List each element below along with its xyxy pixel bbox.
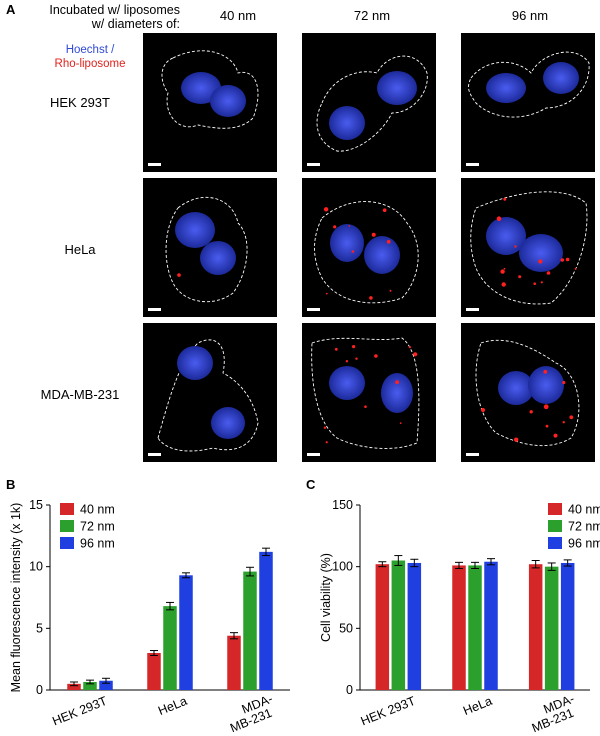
chart-b: B 0 5 10 15 Mean fluorescence intensity (x 1k… — [6, 477, 290, 736]
bar-40nm-3 — [528, 564, 543, 690]
bar-96nm-3 — [560, 562, 575, 690]
header-line-2: w/ diameters of: — [91, 17, 180, 31]
x-tick-label: MDA-MB-231 — [223, 692, 279, 736]
legend-label: 40 nm — [568, 503, 600, 517]
bar-72nm-3 — [243, 571, 257, 690]
legend-swatch — [60, 537, 74, 549]
legend-swatch — [548, 503, 562, 515]
bar-40nm-2 — [452, 565, 466, 690]
panel-a-header: Incubated w/ liposomes w/ diameters of: — [20, 3, 180, 31]
header-line-1: Incubated w/ liposomes — [49, 3, 180, 17]
x-tick-label-line: HEK 293T — [359, 694, 418, 729]
scale-bar — [148, 163, 161, 166]
y-tick-label: 0 — [346, 683, 353, 697]
micrograph-r2-c2 — [302, 178, 436, 317]
panel-letter: B — [6, 477, 15, 492]
micrograph-r1-c1 — [143, 33, 277, 172]
scale-bar — [466, 163, 479, 166]
bar-96nm-3 — [259, 551, 273, 690]
x-tick-label: HeLa — [156, 694, 189, 718]
bar-40nm-3 — [227, 635, 241, 690]
legend-swatch — [548, 537, 562, 549]
legend-label: 72 nm — [80, 520, 115, 534]
chart-c: C 0 50 100 150 Cell viability (%) HEK 293T HeLa… — [306, 477, 600, 736]
x-tick-label-line: HEK 293T — [50, 694, 109, 729]
scale-bar — [466, 308, 479, 311]
y-tick-label: 10 — [29, 560, 43, 574]
bar-72nm-1 — [391, 560, 406, 690]
micrograph-r3-c2 — [302, 323, 436, 462]
y-tick-label: 150 — [332, 498, 353, 512]
stain-legend: Hoechst / Rho-liposome — [25, 40, 155, 70]
scale-bar — [307, 163, 320, 166]
micrograph-r2-c1 — [143, 178, 277, 317]
bar-72nm-3 — [544, 566, 559, 690]
micrograph-r1-c2 — [302, 33, 436, 172]
stain-rho-liposome: Rho-liposome — [54, 58, 126, 70]
micrograph-r3-c1 — [143, 323, 277, 462]
panel-letter: C — [306, 477, 316, 492]
row-label-hek293t: HEK 293T — [50, 95, 110, 110]
x-tick-label-line: HeLa — [461, 694, 494, 718]
micrograph-r2-c3 — [461, 178, 595, 317]
bar-40nm-1 — [375, 564, 390, 690]
legend-label: 96 nm — [80, 537, 115, 551]
bar-72nm-1 — [83, 681, 97, 690]
legend-label: 72 nm — [568, 520, 600, 534]
panel-a-letter: A — [6, 2, 16, 17]
y-tick-label: 100 — [332, 560, 353, 574]
x-tick-label: HEK 293T — [359, 694, 418, 729]
bar-72nm-2 — [163, 606, 177, 690]
x-tick-label-line: HeLa — [156, 694, 189, 718]
x-tick-label: HeLa — [461, 694, 494, 718]
bar-96nm-2 — [179, 575, 193, 690]
micrograph-r1-c3 — [461, 33, 595, 172]
legend-swatch — [548, 520, 562, 532]
x-tick-label: HEK 293T — [50, 694, 109, 729]
bar-96nm-1 — [407, 562, 422, 690]
bar-96nm-2 — [484, 561, 498, 690]
scale-bar — [148, 453, 161, 456]
y-axis-label: Mean fluorescence intensity (x 1k) — [9, 503, 23, 693]
bar-40nm-2 — [147, 653, 161, 690]
y-tick-label: 50 — [339, 621, 353, 635]
column-header-72nm: 72 nm — [353, 8, 391, 23]
bar-40nm-1 — [67, 683, 81, 690]
column-header-40nm: 40 nm — [219, 8, 257, 23]
y-tick-label: 0 — [36, 683, 43, 697]
x-tick-label: MDA-MB-231 — [525, 692, 581, 736]
bar-72nm-2 — [468, 565, 482, 690]
scale-bar — [148, 308, 161, 311]
scale-bar — [466, 453, 479, 456]
legend-swatch — [60, 503, 74, 515]
y-tick-label: 15 — [29, 498, 43, 512]
scale-bar — [307, 308, 320, 311]
legend-swatch — [60, 520, 74, 532]
stain-hoechst: Hoechst — [65, 44, 108, 56]
y-tick-label: 5 — [36, 621, 43, 635]
column-header-96nm: 96 nm — [511, 8, 549, 23]
legend-label: 40 nm — [80, 503, 115, 517]
legend-label: 96 nm — [568, 537, 600, 551]
micrograph-r3-c3 — [461, 323, 595, 462]
bar-96nm-1 — [99, 680, 113, 690]
row-label-mda-mb-231: MDA-MB-231 — [40, 387, 120, 402]
scale-bar — [307, 453, 320, 456]
stain-separator: / — [107, 44, 115, 56]
row-label-hela: HeLa — [64, 242, 96, 257]
y-axis-label: Cell viability (%) — [319, 553, 333, 642]
